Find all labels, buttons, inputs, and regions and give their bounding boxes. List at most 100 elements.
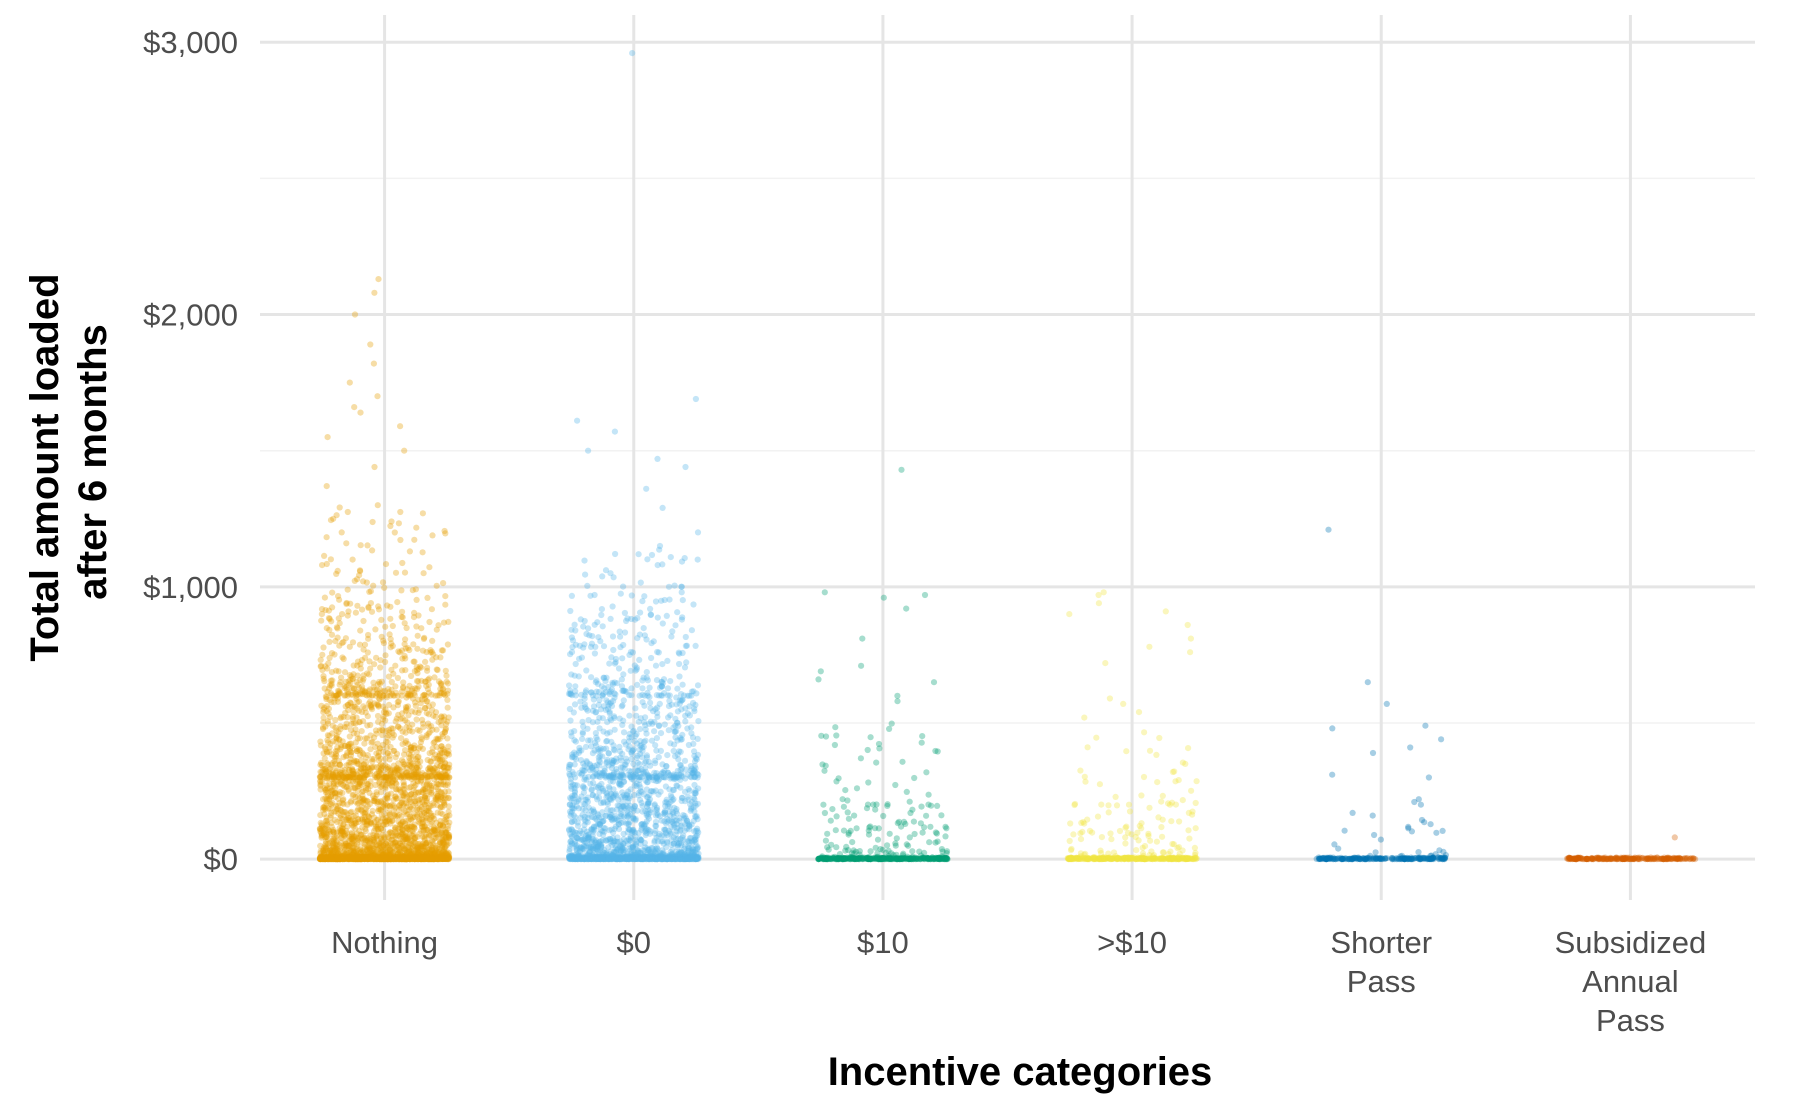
data-point — [431, 856, 438, 863]
data-point — [410, 780, 417, 787]
data-point — [364, 855, 371, 862]
data-point — [360, 617, 367, 625]
data-point — [400, 855, 408, 862]
data-point — [355, 855, 362, 863]
data-point — [326, 854, 333, 861]
data-point — [399, 855, 406, 862]
data-point — [327, 855, 334, 862]
data-point — [319, 856, 327, 863]
data-point — [322, 789, 329, 796]
data-point — [319, 854, 326, 862]
data-point — [343, 855, 350, 862]
data-point — [318, 856, 325, 863]
data-point — [396, 833, 403, 840]
data-point — [351, 854, 358, 861]
data-point — [361, 855, 368, 863]
data-point — [445, 854, 452, 861]
data-point — [371, 855, 378, 862]
data-point — [354, 854, 361, 861]
data-point — [412, 855, 419, 862]
data-point — [347, 855, 354, 863]
data-point — [383, 795, 390, 802]
data-point — [360, 854, 367, 861]
data-point — [397, 854, 404, 862]
data-point — [368, 855, 375, 862]
data-point — [323, 483, 330, 490]
data-point — [368, 853, 375, 860]
data-point — [422, 787, 429, 795]
data-point — [329, 854, 336, 861]
data-point — [331, 854, 338, 861]
data-point — [419, 853, 426, 860]
data-point — [431, 855, 439, 862]
data-point — [435, 855, 442, 862]
data-point — [354, 856, 361, 863]
data-point — [443, 855, 450, 863]
data-point — [330, 515, 337, 522]
data-point — [359, 854, 366, 861]
data-point — [359, 855, 366, 862]
data-point — [359, 853, 366, 860]
data-point — [331, 854, 338, 861]
data-point — [349, 855, 357, 863]
data-point — [325, 836, 332, 843]
data-point — [388, 854, 396, 861]
data-point — [376, 853, 383, 861]
data-point — [366, 855, 373, 863]
data-point — [421, 823, 428, 830]
data-point — [429, 854, 436, 861]
data-point — [417, 840, 424, 847]
data-point — [322, 855, 329, 862]
data-point — [357, 853, 364, 861]
data-point — [403, 855, 410, 862]
data-point — [387, 743, 394, 751]
scatter-points — [316, 50, 1699, 863]
data-point — [318, 773, 325, 780]
data-point — [416, 854, 423, 861]
data-point — [381, 854, 388, 862]
data-point — [363, 854, 370, 861]
data-point — [411, 824, 418, 831]
data-point — [369, 849, 376, 856]
data-point — [346, 854, 353, 861]
data-point — [384, 855, 391, 863]
data-point — [410, 658, 417, 665]
data-point — [323, 854, 330, 861]
data-point — [429, 745, 436, 752]
data-point — [349, 816, 356, 823]
data-point — [381, 855, 388, 862]
data-point — [442, 855, 449, 863]
data-point — [413, 854, 420, 861]
data-point — [323, 800, 330, 807]
data-point — [410, 853, 417, 860]
data-point — [377, 825, 385, 832]
data-point — [435, 855, 442, 862]
data-point — [588, 787, 595, 794]
data-point — [325, 855, 332, 863]
data-point — [430, 855, 437, 862]
data-point — [416, 795, 424, 803]
data-point — [379, 855, 386, 862]
data-point — [387, 615, 394, 622]
data-point — [346, 855, 353, 862]
data-point — [360, 672, 367, 679]
data-point — [403, 856, 410, 863]
data-point — [376, 727, 383, 734]
data-point — [432, 855, 439, 863]
data-point — [429, 701, 436, 708]
data-point — [382, 855, 389, 863]
data-point — [590, 779, 597, 787]
data-point — [401, 569, 409, 576]
data-point — [418, 664, 425, 671]
data-point — [361, 855, 368, 863]
data-point — [367, 855, 374, 862]
data-point — [327, 853, 334, 861]
data-point — [408, 856, 415, 863]
data-point — [417, 854, 424, 861]
data-point — [350, 855, 357, 862]
data-point — [324, 855, 331, 863]
data-point — [325, 855, 332, 862]
data-point — [397, 855, 404, 862]
data-point — [354, 854, 362, 861]
data-point — [377, 855, 384, 862]
